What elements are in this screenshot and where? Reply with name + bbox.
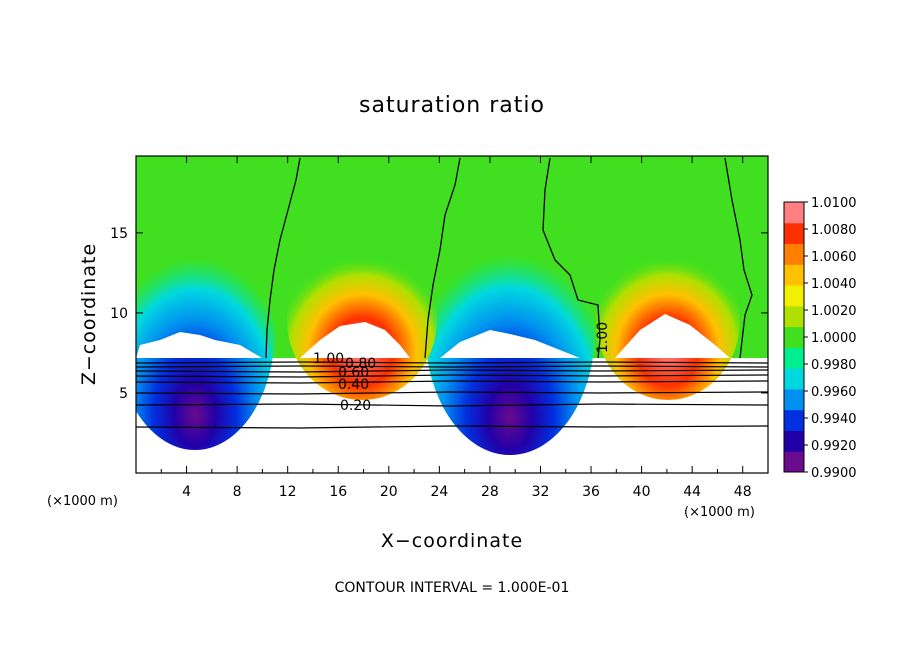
- contour-label: 1.00: [313, 351, 344, 367]
- colorbar-swatch: [784, 347, 804, 369]
- colorbar-swatch: [784, 305, 804, 328]
- contour-label: 1.00: [595, 322, 611, 353]
- colorbar-label: 1.0000: [811, 331, 857, 346]
- colorbar-swatch: [784, 243, 804, 265]
- y-tick-label: 10: [110, 306, 128, 322]
- plot-frame: [135, 155, 769, 474]
- y-axis-ticks: 5 10 15: [110, 226, 768, 402]
- x-tick-label: 44: [683, 484, 701, 500]
- x-tick-label: 4: [182, 484, 191, 500]
- colorbar-label: 0.9960: [811, 385, 857, 400]
- colorbar-swatch: [784, 368, 804, 390]
- x-axis-unit: (×1000 m): [684, 505, 755, 520]
- x-tick-label: 24: [430, 484, 448, 500]
- x-axis-label: X−coordinate: [381, 530, 523, 552]
- contour-label: 0.80: [345, 356, 376, 372]
- y-axis-unit: (×1000 m): [47, 494, 118, 509]
- colorbar-swatch: [784, 451, 804, 473]
- colorbar-swatch: [784, 388, 804, 411]
- colorbar-swatch: [784, 222, 804, 245]
- contour-label: 0.40: [338, 377, 369, 393]
- y-tick-label: 15: [110, 226, 128, 242]
- y-tick-label: 5: [119, 386, 128, 402]
- colorbar-swatch: [784, 285, 804, 307]
- x-tick-label: 16: [329, 484, 347, 500]
- colorbar: 0.9900 0.9920 0.9940 0.9960 0.9980 1.0000 1.00…: [784, 196, 857, 481]
- x-axis-ticks: 4 8 12 16 20 24 28 32 36 40 44 48: [160, 156, 752, 500]
- contour-line-1: [542, 157, 601, 359]
- colorbar-label: 0.9920: [811, 439, 857, 454]
- peak-region: [287, 240, 437, 400]
- contour-line-1: [424, 157, 461, 359]
- contour-interval-note: CONTOUR INTERVAL = 1.000E-01: [335, 580, 570, 596]
- x-tick-label: 20: [380, 484, 398, 500]
- x-tick-label: 40: [633, 484, 651, 500]
- terrain-mask: [136, 332, 262, 358]
- x-tick-label: 48: [734, 484, 752, 500]
- chart-title: saturation ratio: [359, 93, 545, 118]
- colorbar-swatch: [784, 409, 804, 431]
- colorbar-swatch: [784, 326, 804, 348]
- trough-region: [136, 210, 275, 450]
- colorbar-frame: [783, 201, 805, 473]
- colorbar-label: 1.0040: [811, 277, 857, 292]
- terrain-mask: [440, 330, 580, 358]
- contour-line-1: [724, 157, 753, 359]
- x-tick-label: 8: [233, 484, 242, 500]
- y-axis-label: Z−coordinate: [78, 243, 100, 385]
- x-tick-label: 12: [279, 484, 297, 500]
- plot-area: 1.00 0.80 0.60 0.40 0.20 1.00: [136, 156, 768, 473]
- colorbar-label: 1.0100: [811, 196, 857, 211]
- terrain-mask: [300, 322, 410, 358]
- contour-line-1: [265, 157, 301, 359]
- colorbar-label: 0.9900: [811, 466, 857, 481]
- colorbar-swatch: [784, 202, 804, 224]
- lower-contours: [136, 361, 768, 429]
- contour-label: 0.20: [340, 398, 371, 414]
- x-tick-label: 36: [582, 484, 600, 500]
- x-tick-label: 28: [481, 484, 499, 500]
- colorbar-swatch: [784, 264, 804, 286]
- colorbar-label: 0.9980: [811, 358, 857, 373]
- colorbar-label: 0.9940: [811, 412, 857, 427]
- x-tick-label: 32: [532, 484, 550, 500]
- colorbar-label: 1.0080: [811, 223, 857, 238]
- contour-label: 0.60: [338, 365, 369, 381]
- terrain-mask: [615, 314, 730, 358]
- colorbar-label: 1.0060: [811, 250, 857, 265]
- colorbar-swatch: [784, 430, 804, 452]
- trough-region: [425, 205, 595, 455]
- colorbar-label: 1.0020: [811, 304, 857, 319]
